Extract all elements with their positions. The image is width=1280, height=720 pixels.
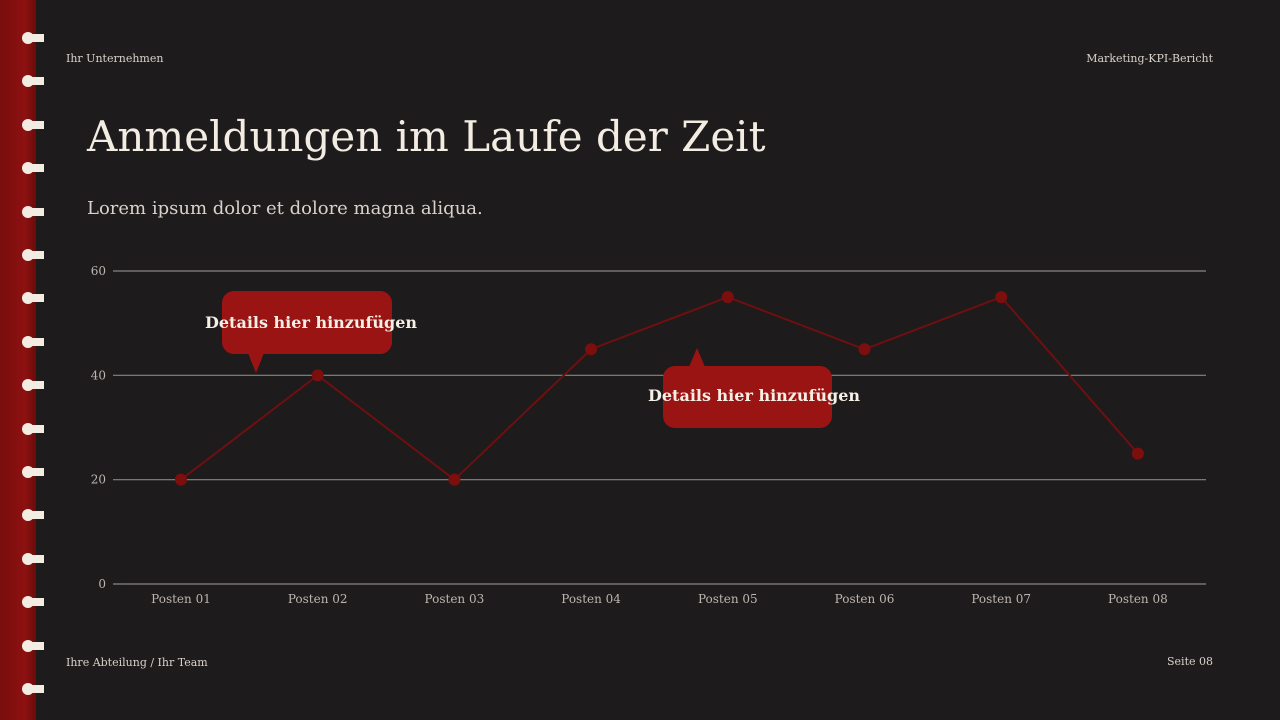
x-tick-label: Posten 07 <box>971 592 1031 606</box>
binding-ring <box>22 249 44 261</box>
binding-ring <box>22 118 44 131</box>
callout-bubble-1 <box>222 291 392 354</box>
binding-ring <box>22 75 44 88</box>
data-point <box>175 473 187 486</box>
binding-ring <box>22 379 44 392</box>
callout-bubble-2 <box>663 366 832 428</box>
binding-ring <box>22 596 44 609</box>
y-tick-label: 0 <box>98 577 106 591</box>
data-point <box>858 343 871 356</box>
company-name: Ihr Unternehmen <box>66 52 164 65</box>
binding-ring <box>22 422 44 435</box>
binding-ring <box>22 205 44 218</box>
binding-ring <box>22 552 44 565</box>
page-number: Seite 08 <box>1167 655 1213 668</box>
y-tick-label: 40 <box>91 368 106 382</box>
binding-ring <box>22 466 44 478</box>
series-line <box>180 295 1139 481</box>
callout-pointer-1 <box>248 353 264 373</box>
x-tick-label: Posten 04 <box>561 592 621 606</box>
y-tick-label: 60 <box>91 264 106 278</box>
x-tick-label: Posten 02 <box>288 592 348 606</box>
data-point <box>585 343 598 356</box>
binding-ring <box>22 32 44 44</box>
x-tick-label: Posten 03 <box>425 592 485 606</box>
x-tick-label: Posten 08 <box>1108 592 1168 606</box>
binding-ring <box>22 335 44 348</box>
y-tick-label: 20 <box>91 473 106 487</box>
binding-ring <box>22 292 44 305</box>
binding-ring <box>22 162 44 175</box>
page-title: Anmeldungen im Laufe der Zeit <box>87 112 766 161</box>
data-point <box>995 291 1008 304</box>
callout-pointer-2 <box>689 348 705 367</box>
page-subtitle: Lorem ipsum dolor et dolore magna aliqua… <box>87 198 483 219</box>
x-tick-label: Posten 06 <box>835 592 895 606</box>
callout-text-1: Details hier hinzufügen <box>205 313 418 332</box>
x-tick-label: Posten 01 <box>151 592 211 606</box>
department-label: Ihre Abteilung / Ihr Team <box>66 656 208 669</box>
report-name: Marketing-KPI-Bericht <box>1086 52 1213 65</box>
data-point <box>721 291 734 304</box>
data-point <box>311 369 324 382</box>
binding-ring <box>22 509 44 522</box>
binding-ring <box>22 683 44 695</box>
binding-ring <box>22 639 44 652</box>
data-point <box>448 473 461 486</box>
callout-text-2: Details hier hinzufügen <box>648 386 861 405</box>
x-tick-label: Posten 05 <box>698 592 758 606</box>
data-point <box>1131 447 1144 460</box>
